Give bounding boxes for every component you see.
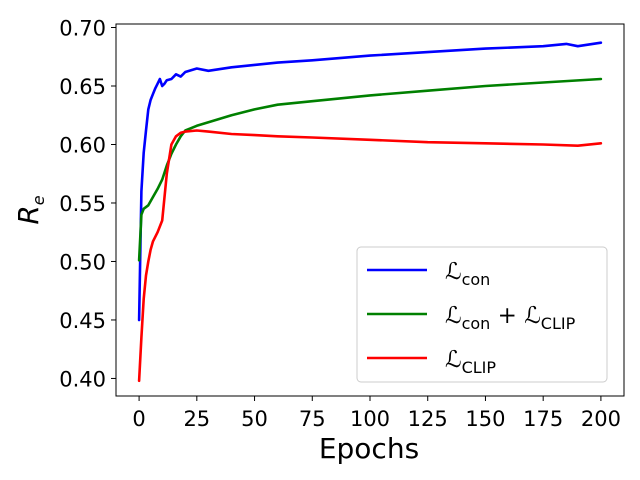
y-axis-label-subscript: e — [29, 195, 48, 205]
y-axis-ticks: 0.40 0.45 0.50 0.55 0.60 0.65 0.70 — [59, 17, 116, 391]
x-tick-label: 200 — [581, 407, 621, 431]
x-tick-label: 0 — [132, 407, 145, 431]
legend-subscript: CLIP — [541, 314, 576, 333]
y-tick-label: 0.70 — [59, 17, 106, 41]
legend-symbol: ℒ — [445, 259, 462, 285]
legend-subscript: con — [462, 314, 491, 333]
y-tick-label: 0.50 — [59, 250, 106, 274]
legend-frame — [356, 246, 608, 383]
x-tick-label: 75 — [299, 407, 326, 431]
legend-subscript: con — [462, 270, 491, 289]
x-tick-label: 175 — [523, 407, 563, 431]
legend-label-1: ℒcon — [445, 259, 490, 289]
x-tick-label: 125 — [408, 407, 448, 431]
y-tick-label: 0.60 — [59, 133, 106, 157]
series-line-3 — [137, 129, 603, 383]
legend-symbol: ℒ — [524, 303, 541, 329]
x-tick-label: 150 — [465, 407, 505, 431]
legend-subscript: CLIP — [462, 358, 497, 377]
y-tick-label: 0.40 — [59, 367, 106, 391]
x-tick-label: 50 — [241, 407, 268, 431]
x-axis-label: Epochs — [319, 432, 419, 465]
x-tick-label: 25 — [183, 407, 210, 431]
legend-label-2: ℒcon + ℒCLIP — [445, 303, 576, 333]
y-tick-label: 0.45 — [59, 309, 106, 333]
series-layer — [137, 41, 603, 383]
x-tick-label: 100 — [350, 407, 390, 431]
y-axis-label-main: R — [12, 205, 45, 224]
legend-symbol: ℒ — [445, 347, 462, 373]
y-axis-label: Re — [12, 195, 48, 224]
x-axis-ticks: 0 25 50 75 100 125 150 175 200 — [132, 396, 621, 431]
y-tick-label: 0.55 — [59, 192, 106, 216]
legend-plus: + — [490, 303, 524, 329]
legend-symbol: ℒ — [445, 303, 462, 329]
series-line-1 — [137, 41, 603, 322]
legend-label-3: ℒCLIP — [445, 347, 496, 377]
y-tick-label: 0.65 — [59, 75, 106, 99]
